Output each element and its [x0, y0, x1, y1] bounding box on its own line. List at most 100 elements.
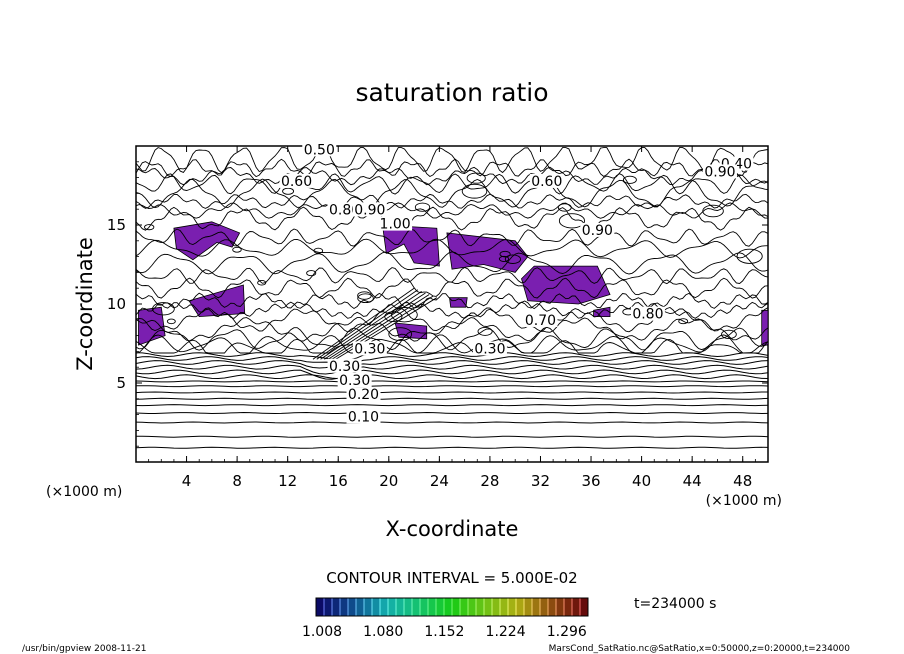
- contour-eddy: [504, 254, 521, 264]
- colorbar-segment: [412, 598, 421, 616]
- contour-line: [135, 391, 768, 394]
- supersaturated-region: [761, 309, 769, 346]
- colorbar-segment: [476, 598, 485, 616]
- contour-label: 0.30: [354, 341, 385, 357]
- contour-label: 0.70: [525, 313, 556, 329]
- contour-label-bg: [378, 216, 413, 231]
- x-tick-label: 28: [480, 472, 499, 490]
- contour-label: 0.30: [339, 373, 370, 389]
- contour-line: [135, 178, 769, 209]
- z-unit-label: (×1000 m): [46, 484, 122, 500]
- x-tick-label: 48: [733, 472, 752, 490]
- contour-eddy: [557, 203, 572, 212]
- contour-eddy: [558, 213, 586, 229]
- contour-label-bg: [352, 202, 387, 217]
- contour-line: [135, 380, 769, 383]
- colorbar-segment: [508, 598, 517, 616]
- colorbar-segment: [316, 598, 325, 616]
- supersaturated-region: [382, 224, 440, 267]
- x-tick-label: 12: [278, 472, 297, 490]
- contour-label-bg: [472, 341, 507, 356]
- colorbar-segment: [364, 598, 373, 616]
- x-tick-label: 40: [632, 472, 651, 490]
- contour-eddy: [414, 202, 431, 212]
- colorbar-segment: [372, 598, 381, 616]
- contour-line: [135, 158, 769, 178]
- contour-eddy: [388, 327, 413, 341]
- contour-line: [135, 352, 769, 362]
- colorbar-tick-label: 1.152: [424, 624, 464, 640]
- contour-label-bg: [352, 341, 387, 356]
- contour-line: [135, 364, 769, 375]
- contour-line: [135, 251, 769, 275]
- contour-line: [135, 338, 769, 354]
- contour-label: 0.60: [531, 174, 562, 190]
- contour-interval-text: CONTOUR INTERVAL = 5.000E-02: [326, 569, 577, 587]
- colorbar-segment: [492, 598, 501, 616]
- colorbar-segment: [348, 598, 357, 616]
- colorbar-segment: [356, 598, 365, 616]
- contour-eddy: [499, 250, 511, 258]
- colorbar-tick-labels: 1.008 1.080 1.152 1.224 1.296: [302, 624, 587, 640]
- contour-line: [135, 326, 769, 351]
- colorbar-segment: [332, 598, 341, 616]
- contour-line: [135, 206, 769, 231]
- y-axis-ticks: 5 10 15: [107, 161, 768, 447]
- contour-eddy: [282, 187, 295, 195]
- contour-label-bg: [346, 409, 381, 424]
- x-tick-label: 24: [430, 472, 449, 490]
- supersaturated-region: [449, 297, 468, 308]
- supersaturated-region: [173, 221, 241, 261]
- contour-eddy: [257, 280, 267, 286]
- contour-eddy: [313, 247, 324, 254]
- x-tick-label: 36: [581, 472, 600, 490]
- contour-line: [320, 290, 422, 360]
- colorbar-segment: [380, 598, 389, 616]
- contour-eddy: [232, 246, 242, 253]
- colorbar-tick-label: 1.224: [486, 624, 526, 640]
- y-tick-label: 10: [107, 295, 126, 313]
- contour-line: [335, 297, 438, 360]
- contour-line: [135, 397, 769, 400]
- colorbar-tick-label: 1.296: [547, 624, 587, 640]
- contour-label-bg: [302, 142, 337, 157]
- contour-line: [327, 294, 430, 360]
- y-tick-label: 5: [116, 374, 126, 392]
- contour-lines: [135, 147, 769, 449]
- colorbar-segment: [516, 598, 525, 616]
- contour-label: 0.30: [474, 341, 505, 357]
- contour-line: [135, 411, 769, 415]
- colorbar-segment: [436, 598, 445, 616]
- colorbar-segment: [468, 598, 477, 616]
- colorbar-segment: [460, 598, 469, 616]
- colorbar-segment: [572, 598, 581, 616]
- contour-line: [135, 317, 769, 342]
- x-tick-label: 8: [232, 472, 242, 490]
- contour-label-bg: [346, 387, 381, 402]
- contour-eddy: [702, 204, 724, 218]
- colorbar-segment: [564, 598, 573, 616]
- colorbar-segment: [452, 598, 461, 616]
- contour-label: 0.50: [304, 142, 335, 158]
- contour-eddy: [144, 224, 155, 231]
- contour-label-bg: [630, 306, 665, 321]
- colorbar-segment: [340, 598, 349, 616]
- contour-label-bg: [337, 373, 372, 387]
- contour-line: [135, 173, 769, 195]
- supersaturated-region: [521, 265, 611, 305]
- contour-line: [135, 228, 769, 247]
- contour-line: [135, 266, 769, 285]
- x-tick-label: 32: [531, 472, 550, 490]
- x-tick-label: 16: [329, 472, 348, 490]
- x-tick-label: 20: [379, 472, 398, 490]
- contour-label: 0.90: [704, 164, 735, 180]
- colorbar: [315, 597, 589, 617]
- contour-label: 0.90: [582, 223, 613, 239]
- contour-line: [135, 404, 769, 407]
- contour-eddy: [678, 318, 689, 325]
- contour-label-bg: [523, 312, 558, 327]
- contour-label-bg: [529, 173, 564, 188]
- colorbar-segment: [484, 598, 493, 616]
- contour-line: [312, 287, 415, 360]
- contour-label: 0.80: [632, 307, 663, 323]
